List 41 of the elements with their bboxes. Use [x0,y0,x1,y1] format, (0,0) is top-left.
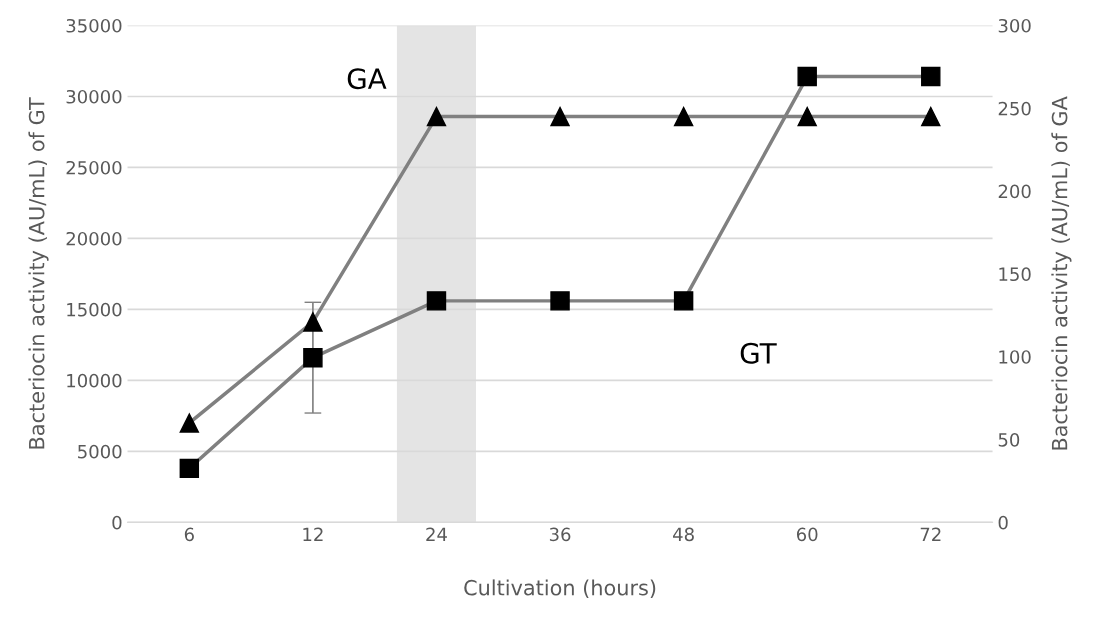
y2-axis-title: Bacteriocin activity (AU/mL) of GA [1051,96,1072,450]
y2-tick-label: 250 [998,101,1031,116]
point [921,66,941,87]
point [426,291,447,311]
point [797,106,817,127]
x-tick-label: 60 [796,527,818,542]
y2-tick-label: 100 [999,350,1031,364]
y-tick-label: 10000 [67,373,122,388]
y-tick-label: 25000 [66,160,122,175]
point [550,106,570,127]
y-tick-label: 15000 [67,302,122,317]
point [303,347,323,368]
point [426,106,447,127]
x-tick-label: 6 [184,527,194,542]
y2-tick-label: 50 [998,432,1020,447]
x-tick-label: 48 [673,527,694,542]
point [179,413,200,433]
point [797,66,817,87]
y-tick-label: 5000 [78,444,122,459]
point [921,106,941,127]
y-tick-label: 35000 [66,18,122,33]
x-tick-label: 12 [303,527,323,541]
point [303,312,323,332]
x-tick-label: 24 [426,527,447,541]
x-tick-label: 72 [920,527,941,541]
y-tick-label: 30000 [66,89,122,104]
series-label: GA [347,68,387,90]
point [673,106,694,127]
y-axis-title: Bacteriocin activity (AU/mL) of GT [28,97,49,449]
text: GT [740,342,777,364]
x-axis-title: Cultivation (hours) [464,579,656,598]
y-tick-label: 20000 [66,231,122,246]
y2-tick-label: 0 [998,515,1008,530]
y2-tick-label: 200 [998,184,1031,199]
y2-tick-label: 300 [998,18,1031,33]
y-tick-label: 0 [112,515,122,530]
x-tick-label: 36 [549,527,571,542]
point [550,291,570,311]
point [179,458,200,479]
y2-tick-label: 150 [999,267,1031,282]
point [673,291,694,311]
